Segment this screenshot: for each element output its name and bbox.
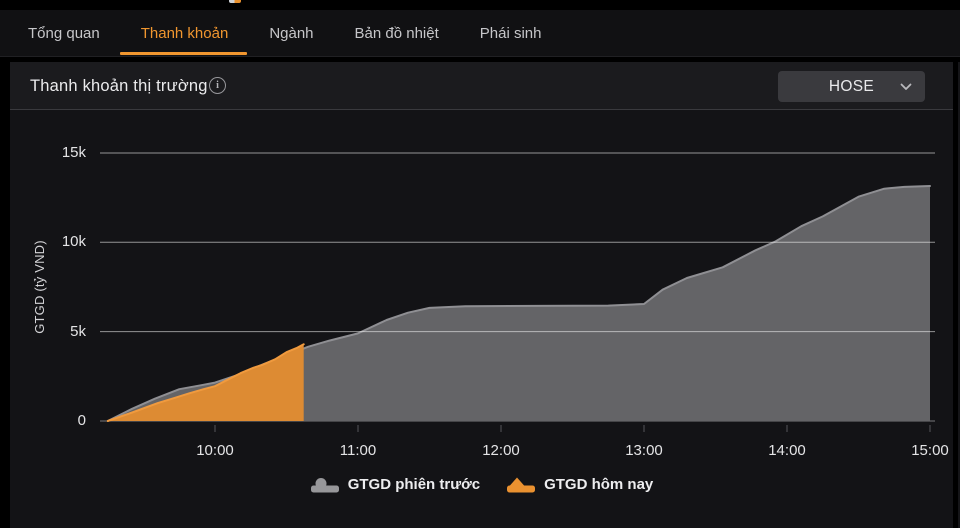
y-tick-label: 10k [61,233,86,250]
area-series-today-icon [507,477,536,492]
legend-item-today[interactable]: GTGD hôm nay [506,476,653,493]
tab-thanh-khoan[interactable]: Thanh khoản [119,10,248,56]
adjacent-panel-edge [958,62,960,528]
market-select-dropdown[interactable]: HOSE [778,71,925,102]
chart-legend: GTGD phiên trước GTGD hôm nay [10,476,953,493]
active-tab-underline [119,52,248,55]
x-tick-label: 14:00 [768,442,806,459]
cutoff-icon-sliver [229,0,241,3]
legend-item-prev-session[interactable]: GTGD phiên trước [310,476,480,493]
x-tick-label: 13:00 [625,442,663,459]
liquidity-panel: Thanh khoản thị trường i HOSE GTGD (tỷ V… [10,62,953,528]
y-tick-label: 15k [61,144,86,161]
x-tick-label: 12:00 [482,442,520,459]
info-icon[interactable]: i [209,77,226,94]
chevron-down-icon [900,83,912,90]
x-tick-label: 15:00 [911,442,949,459]
y-tick-label: 0 [77,412,86,429]
x-tick-label: 11:00 [339,442,377,459]
tab-phai-sinh[interactable]: Phái sinh [479,24,542,42]
tab-ban-do-nhiet[interactable]: Bản đồ nhiệt [354,24,439,42]
y-tick-label: 5k [70,323,86,340]
panel-header: Thanh khoản thị trường i HOSE [10,62,953,110]
tab-nganh[interactable]: Ngành [269,24,314,42]
tab-bar: Tổng quan Thanh khoản Ngành Bản đồ nhiệt… [0,10,960,57]
area-series-prev-icon [310,477,339,492]
market-select-value: HOSE [828,77,875,95]
x-tick-label: 10:00 [196,442,234,459]
liquidity-chart-svg[interactable] [10,115,953,470]
tab-tong-quan[interactable]: Tổng quan [28,24,100,42]
panel-title: Thanh khoản thị trường [30,77,208,95]
